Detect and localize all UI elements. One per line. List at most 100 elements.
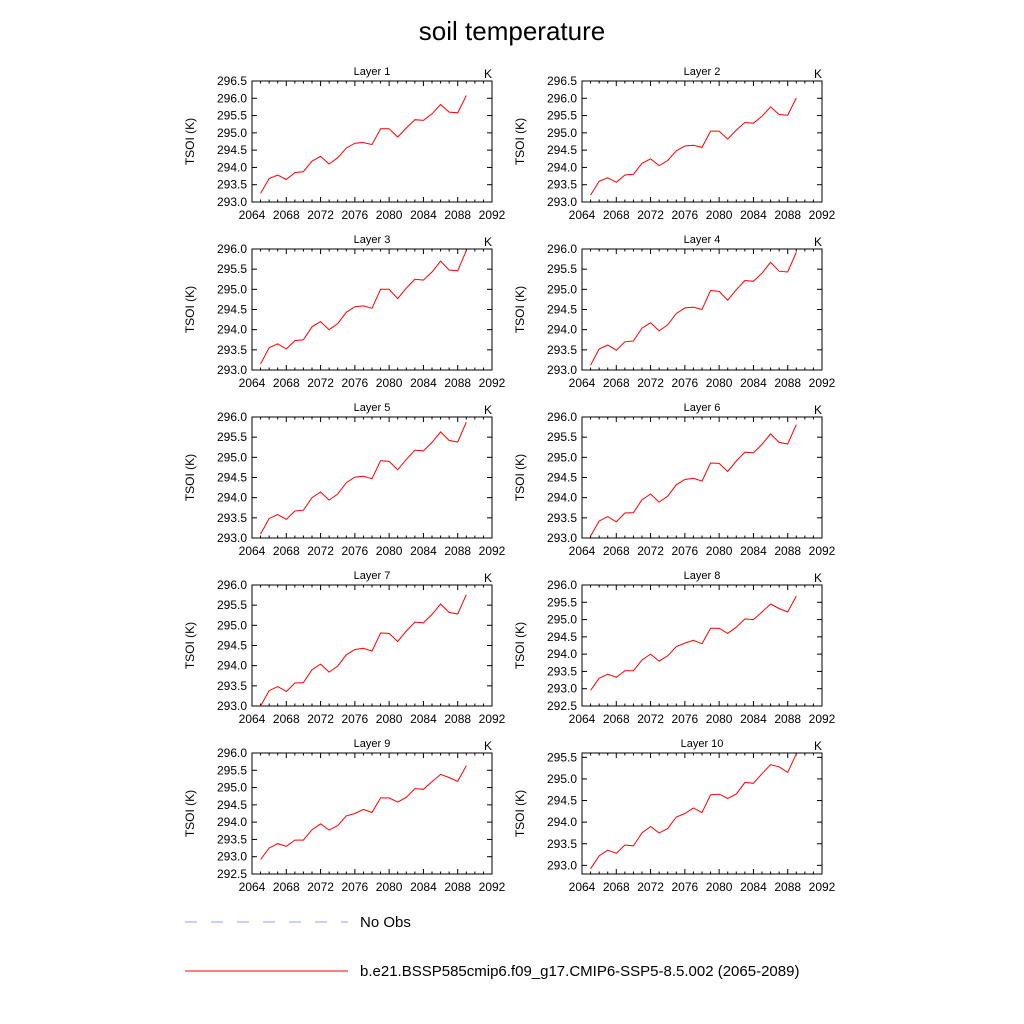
x-tick-label: 2064 <box>239 544 266 558</box>
y-tick-label: 295.0 <box>217 781 247 795</box>
x-tick-label: 2072 <box>307 712 334 726</box>
y-tick-label: 294.5 <box>217 639 247 653</box>
y-tick-label: 294.5 <box>217 143 247 157</box>
y-tick-label: 295.0 <box>217 618 247 632</box>
panel-title: Layer 9 <box>354 738 391 750</box>
x-tick-label: 2080 <box>376 712 403 726</box>
y-tick-label: 294.5 <box>217 471 247 485</box>
x-tick-label: 2064 <box>239 208 266 222</box>
x-tick-label: 2072 <box>637 712 664 726</box>
series-line <box>260 422 467 535</box>
panels-grid: Layer 1 K TSOI (K) 2064 2068 2072 2076 2080 2084… <box>183 66 836 894</box>
panel-title: Layer 2 <box>684 66 721 78</box>
x-tick-label: 2068 <box>273 208 300 222</box>
y-axis-label: TSOI (K) <box>513 454 527 501</box>
x-tick-label: 2064 <box>569 376 596 390</box>
x-tick-label: 2064 <box>569 544 596 558</box>
panel-title: Layer 1 <box>354 66 391 78</box>
y-tick-label: 294.0 <box>547 647 577 661</box>
panel-layer-10: Layer 10 K TSOI (K) 2064 2068 2072 2076 2080 208… <box>513 738 836 894</box>
y-tick-label: 296.5 <box>217 74 247 88</box>
series-line <box>590 97 797 196</box>
legend-label-no-obs: No Obs <box>360 914 411 931</box>
legend-label-model-run: b.e21.BSSP585cmip6.f09_g17.CMIP6-SSP5-8.… <box>360 963 799 980</box>
y-tick-label: 295.0 <box>217 282 247 296</box>
y-tick-label: 293.0 <box>547 195 577 209</box>
x-tick-label: 2080 <box>706 376 733 390</box>
x-tick-label: 2072 <box>637 376 664 390</box>
y-tick-label: 296.0 <box>547 91 577 105</box>
x-tick-label: 2076 <box>672 712 699 726</box>
y-axis-label: TSOI (K) <box>183 286 197 333</box>
x-tick-label: 2084 <box>740 208 767 222</box>
x-tick-label: 2088 <box>774 880 801 894</box>
x-tick-label: 2064 <box>239 712 266 726</box>
y-tick-label: 295.0 <box>217 450 247 464</box>
x-tick-label: 2088 <box>774 208 801 222</box>
x-tick-label: 2092 <box>479 208 506 222</box>
panel-layer-8: Layer 8 K TSOI (K) 2064 2068 2072 2076 2080 2084… <box>513 570 836 726</box>
y-tick-label: 295.0 <box>217 126 247 140</box>
y-axis-label: TSOI (K) <box>183 622 197 669</box>
plot-frame <box>581 584 823 707</box>
panel-title: Layer 8 <box>684 570 721 582</box>
y-tick-label: 293.0 <box>217 699 247 713</box>
x-tick-label: 2084 <box>410 208 437 222</box>
panel-title: Layer 7 <box>354 570 391 582</box>
panel-layer-5: Layer 5 K TSOI (K) 2064 2068 2072 2076 2080 2084… <box>183 402 506 558</box>
y-tick-label: 293.5 <box>217 343 247 357</box>
units-label: K <box>484 403 492 417</box>
y-tick-label: 296.0 <box>217 746 247 760</box>
x-tick-label: 2076 <box>672 376 699 390</box>
x-tick-label: 2076 <box>342 544 369 558</box>
x-tick-label: 2068 <box>603 712 630 726</box>
x-tick-label: 2072 <box>637 544 664 558</box>
series-line <box>260 765 467 860</box>
y-tick-label: 295.0 <box>547 282 577 296</box>
y-tick-label: 295.0 <box>547 613 577 627</box>
x-tick-label: 2080 <box>376 208 403 222</box>
x-tick-label: 2084 <box>740 376 767 390</box>
units-label: K <box>814 739 822 753</box>
y-tick-label: 293.0 <box>217 363 247 377</box>
y-tick-label: 295.5 <box>547 109 577 123</box>
y-tick-label: 296.0 <box>217 242 247 256</box>
x-tick-label: 2068 <box>273 376 300 390</box>
y-tick-label: 295.5 <box>547 430 577 444</box>
x-tick-label: 2080 <box>376 544 403 558</box>
y-tick-label: 295.5 <box>547 750 577 764</box>
x-tick-label: 2088 <box>774 712 801 726</box>
y-tick-label: 293.5 <box>547 664 577 678</box>
x-tick-label: 2088 <box>444 208 471 222</box>
x-tick-label: 2088 <box>444 880 471 894</box>
series-line <box>590 252 797 366</box>
x-tick-label: 2072 <box>637 880 664 894</box>
y-tick-label: 294.5 <box>217 798 247 812</box>
x-tick-label: 2088 <box>444 544 471 558</box>
x-tick-label: 2092 <box>479 376 506 390</box>
y-tick-label: 296.0 <box>217 410 247 424</box>
plot-frame <box>251 248 493 371</box>
x-tick-label: 2076 <box>342 712 369 726</box>
x-tick-label: 2092 <box>809 544 836 558</box>
units-label: K <box>814 235 822 249</box>
y-tick-label: 293.5 <box>217 178 247 192</box>
units-label: K <box>484 739 492 753</box>
x-tick-label: 2084 <box>740 544 767 558</box>
y-tick-label: 295.5 <box>217 430 247 444</box>
x-tick-label: 2080 <box>706 880 733 894</box>
y-tick-label: 293.5 <box>217 832 247 846</box>
y-tick-label: 296.0 <box>217 578 247 592</box>
y-tick-label: 296.0 <box>547 578 577 592</box>
y-tick-label: 294.5 <box>547 630 577 644</box>
units-label: K <box>484 67 492 81</box>
y-tick-label: 293.0 <box>217 195 247 209</box>
units-label: K <box>484 571 492 585</box>
x-tick-label: 2092 <box>809 376 836 390</box>
y-tick-label: 293.0 <box>217 850 247 864</box>
y-axis-label: TSOI (K) <box>513 622 527 669</box>
x-tick-label: 2088 <box>774 544 801 558</box>
x-tick-label: 2064 <box>239 376 266 390</box>
x-tick-label: 2068 <box>273 712 300 726</box>
